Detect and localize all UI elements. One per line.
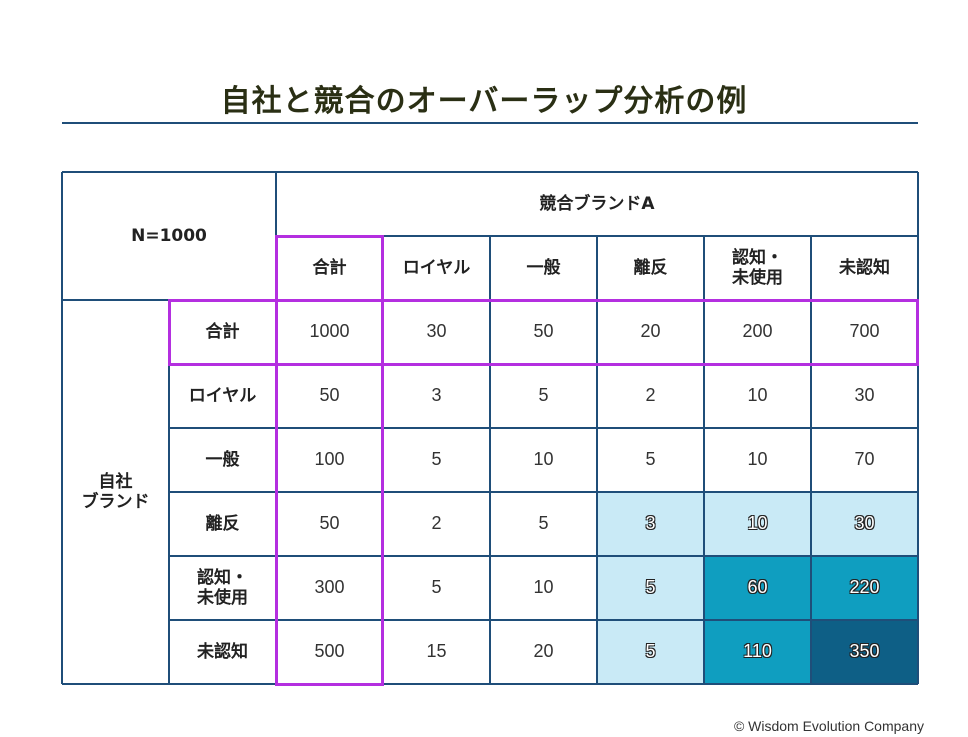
competitor-brand-header: 競合ブランドA <box>539 193 655 214</box>
table-cell: 50 <box>319 513 340 534</box>
table-cell: 10 <box>747 449 768 470</box>
table-cell: 110 <box>704 620 811 684</box>
table-cell: 5 <box>538 513 549 534</box>
table-cell: 1000 <box>309 321 350 342</box>
table-cell: 2 <box>645 385 656 406</box>
row-header: 認知・ 未使用 <box>197 567 248 608</box>
table-cell: 200 <box>742 321 773 342</box>
copyright-footer: © Wisdom Evolution Company <box>733 718 924 734</box>
table-cell: 5 <box>538 385 549 406</box>
table-cell: 10 <box>533 449 554 470</box>
col-header: 認知・ 未使用 <box>732 247 783 288</box>
table-cell: 30 <box>811 492 918 556</box>
col-header: 一般 <box>526 257 561 278</box>
table-cell: 15 <box>426 641 447 662</box>
table-cell: 30 <box>426 321 447 342</box>
table-cell: 10 <box>704 492 811 556</box>
row-header: ロイヤル <box>188 385 257 406</box>
table-cell: 20 <box>640 321 661 342</box>
corner-sample-size: N=1000 <box>131 225 207 246</box>
table-cell: 2 <box>431 513 442 534</box>
row-header: 一般 <box>205 449 240 470</box>
table-cell: 300 <box>314 577 345 598</box>
table-cell: 3 <box>431 385 442 406</box>
table-cell: 10 <box>533 577 554 598</box>
col-header: 合計 <box>312 257 347 278</box>
col-header: 未認知 <box>839 257 890 278</box>
row-header: 未認知 <box>197 641 248 662</box>
table-cell: 5 <box>597 556 704 620</box>
table-cell: 100 <box>314 449 345 470</box>
table-cell: 350 <box>811 620 918 684</box>
row-header: 離反 <box>205 513 240 534</box>
table-cell: 5 <box>645 449 656 470</box>
table-cell: 50 <box>533 321 554 342</box>
table-cell: 5 <box>431 577 442 598</box>
col-header: 離反 <box>633 257 668 278</box>
table-cell: 500 <box>314 641 345 662</box>
row-header: 合計 <box>205 321 240 342</box>
table-cell: 220 <box>811 556 918 620</box>
table-cell: 30 <box>854 385 875 406</box>
table-cell: 60 <box>704 556 811 620</box>
table-cell: 50 <box>319 385 340 406</box>
table-cell: 70 <box>854 449 875 470</box>
table-cell: 5 <box>597 620 704 684</box>
table-cell: 700 <box>849 321 880 342</box>
table-cell: 10 <box>747 385 768 406</box>
table-cell: 20 <box>533 641 554 662</box>
col-header: ロイヤル <box>402 257 471 278</box>
table-cell: 3 <box>597 492 704 556</box>
table-cell: 5 <box>431 449 442 470</box>
page-title: 自社と競合のオーバーラップ分析の例 <box>220 84 748 119</box>
own-brand-header: 自社 ブランド <box>81 471 150 512</box>
title-underline <box>62 122 918 124</box>
